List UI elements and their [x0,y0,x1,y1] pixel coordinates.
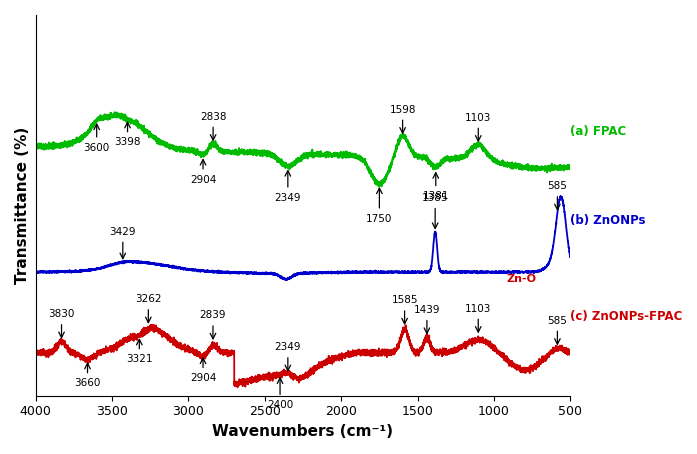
Text: (c) ZnONPs-FPAC: (c) ZnONPs-FPAC [569,310,682,323]
Text: 1385: 1385 [422,193,448,228]
Text: 3398: 3398 [114,122,141,148]
Text: 2838: 2838 [200,112,227,140]
Text: 3429: 3429 [109,227,136,259]
Text: 3321: 3321 [126,339,153,365]
Text: 3660: 3660 [75,363,100,388]
Text: 1439: 1439 [413,305,441,333]
Text: 1750: 1750 [366,188,392,223]
Text: 2349: 2349 [275,342,301,371]
Y-axis label: Transmittance (%): Transmittance (%) [15,127,30,284]
Text: 2904: 2904 [190,159,216,184]
Text: 2839: 2839 [200,311,227,339]
Text: Zn-O: Zn-O [507,274,537,284]
Text: 3262: 3262 [135,294,162,323]
Text: 1381: 1381 [422,173,449,201]
Text: 1585: 1585 [391,296,418,324]
Text: 1103: 1103 [465,304,491,332]
X-axis label: Wavenumbers (cm⁻¹): Wavenumbers (cm⁻¹) [213,424,394,439]
Text: (a) FPAC: (a) FPAC [569,125,626,138]
Text: 585: 585 [547,316,567,344]
Text: 1598: 1598 [390,104,416,133]
Text: 585: 585 [547,181,567,210]
Text: (b) ZnONPs: (b) ZnONPs [569,214,645,227]
Text: 3830: 3830 [48,309,75,338]
Text: 2400: 2400 [267,378,293,410]
Text: 3600: 3600 [84,124,110,153]
Text: 1103: 1103 [465,113,491,141]
Text: 2349: 2349 [275,171,301,202]
Text: 2904: 2904 [190,358,216,383]
